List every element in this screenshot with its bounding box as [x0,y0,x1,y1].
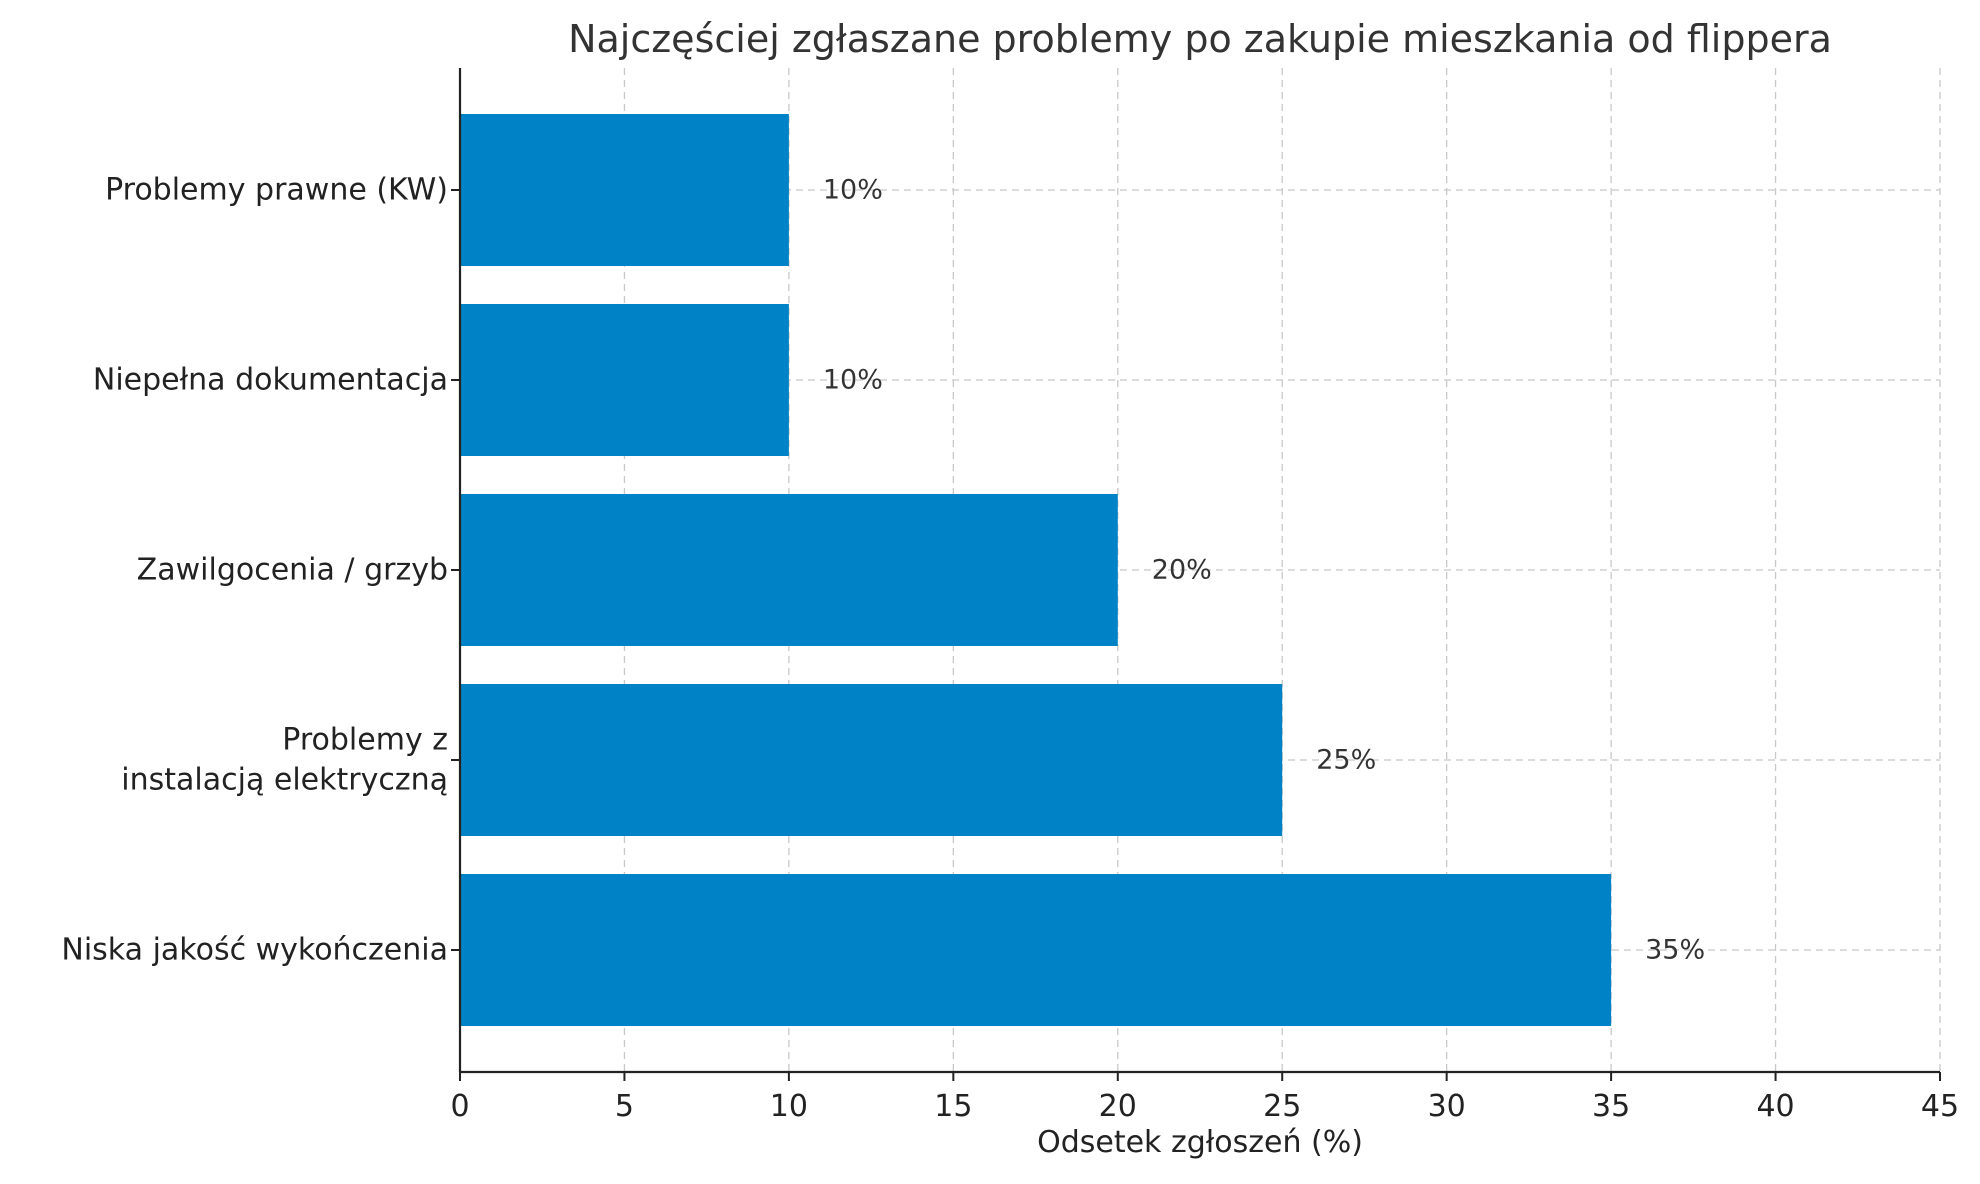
value-label: 35% [1645,935,1705,966]
y-tick-label: Niska jakość wykończenia [61,933,448,968]
y-tick-label: Problemy z [282,723,448,758]
y-tick-label: Niepełna dokumentacja [93,363,448,398]
x-tick-label: 40 [1756,1089,1794,1124]
x-tick-label: 30 [1428,1089,1466,1124]
axes [451,68,1941,1081]
x-tick-label: 25 [1263,1089,1301,1124]
x-tick-label: 45 [1921,1089,1959,1124]
labels: 0 5 10 15 20 25 30 35 40 45 Problemy prawne (KW) Ni… [61,173,1959,1125]
x-tick-label: 15 [934,1089,972,1124]
bars [460,114,1612,1026]
bar [460,494,1118,646]
x-axis-label: Odsetek zgłoszeń (%) [1037,1125,1363,1160]
y-tick-label: Problemy prawne (KW) [105,173,448,208]
value-label: 25% [1316,745,1376,776]
value-label: 10% [823,365,883,396]
bar [460,684,1283,836]
chart-title: Najczęściej zgłaszane problemy po zakupi… [568,17,1832,61]
x-tick-label: 10 [770,1089,808,1124]
value-label: 10% [823,175,883,206]
bar [460,874,1612,1026]
x-tick-label: 20 [1099,1089,1137,1124]
x-tick-label: 0 [450,1089,469,1124]
x-tick-label: 35 [1592,1089,1630,1124]
y-tick-label: instalacją elektryczną [121,763,448,798]
value-label: 20% [1152,555,1212,586]
bar [460,304,789,456]
y-tick-label: Zawilgocenia / grzyb [137,553,448,588]
bar [460,114,789,266]
x-tick-label: 5 [615,1089,634,1124]
